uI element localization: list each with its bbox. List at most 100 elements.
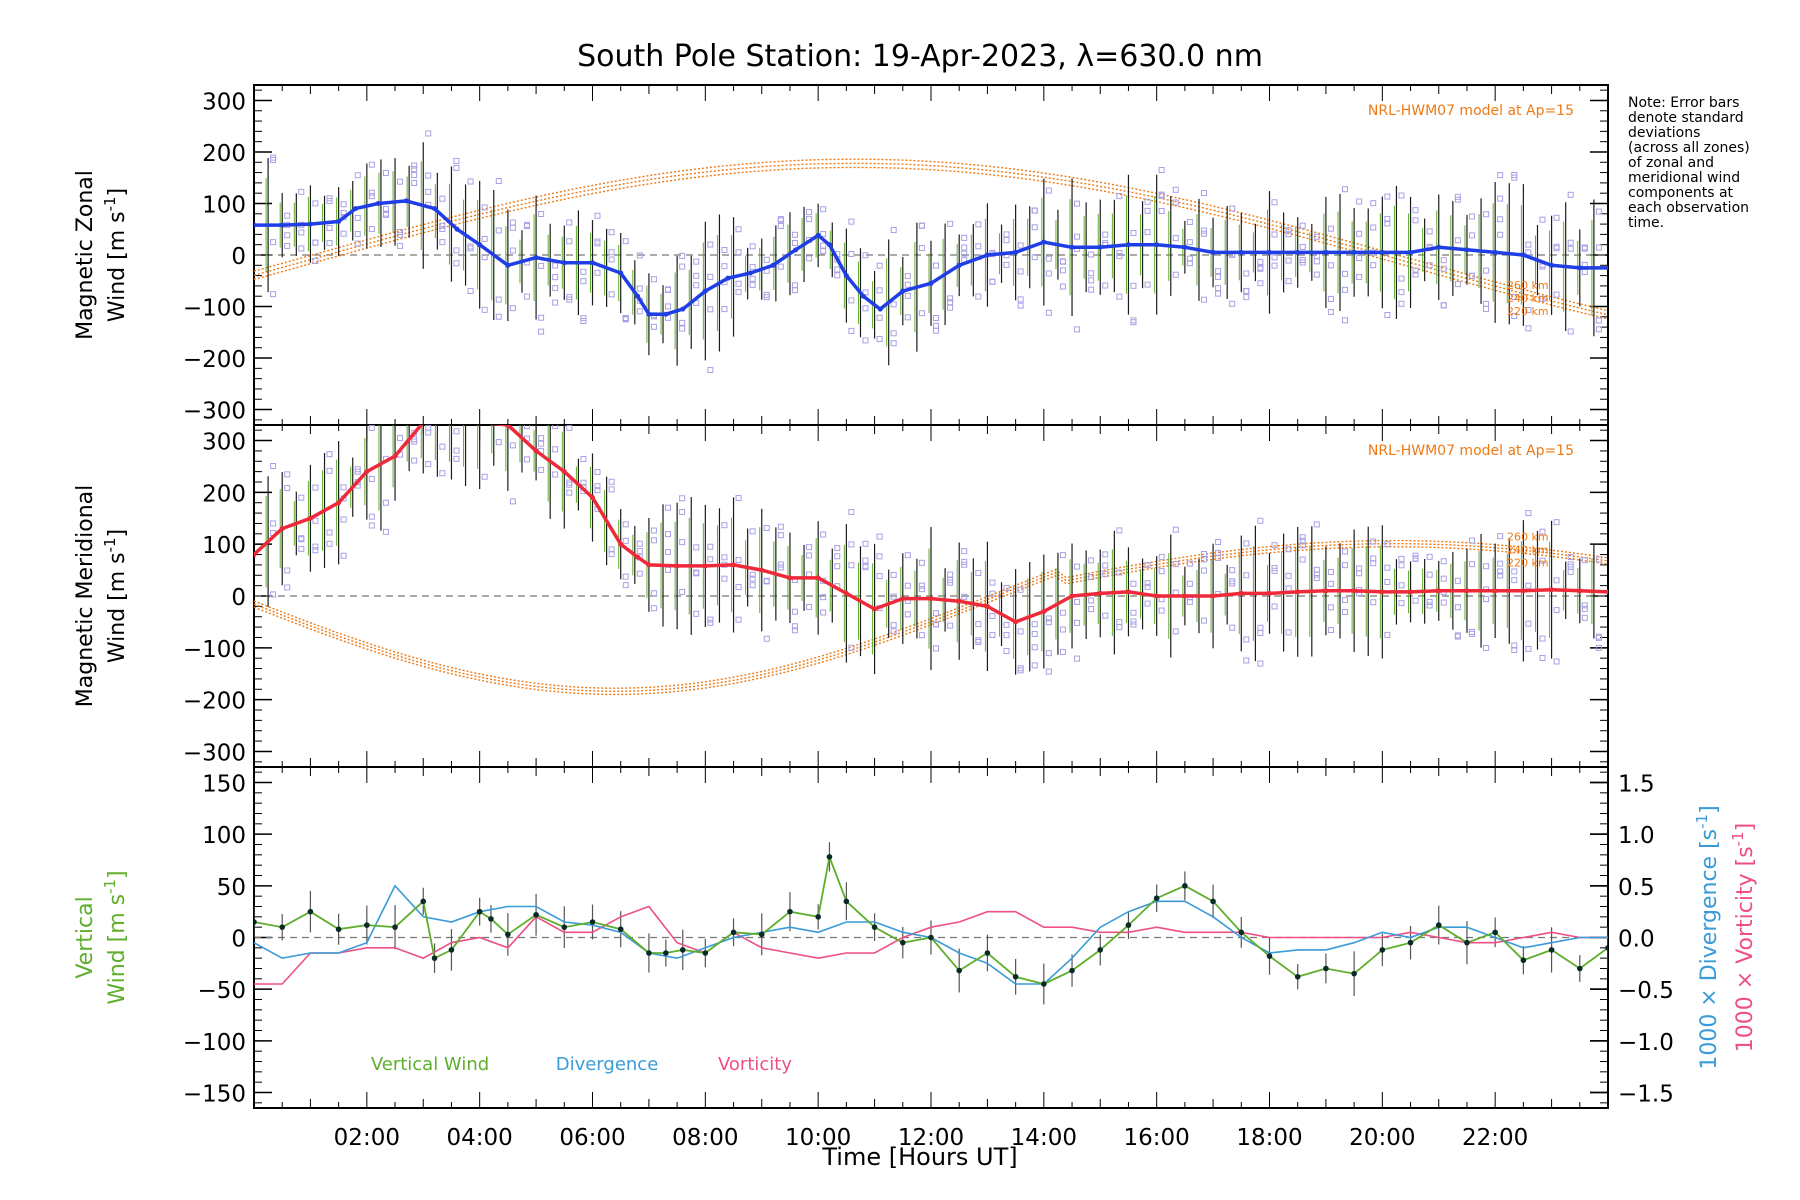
sample-marker [368, 193, 375, 200]
panel-axes: 150 100 50 0 −50 −100 −150 02:00 04:00 06:00 08:00… [183, 766, 1609, 1151]
sample-marker [1215, 539, 1222, 546]
sample-marker [904, 292, 911, 299]
y-axis-label-line1: Vertical [73, 896, 98, 978]
sample-marker [453, 428, 460, 435]
sample-marker [904, 273, 911, 280]
sample-marker [481, 473, 488, 480]
sample-marker [862, 305, 869, 312]
sample-marker [763, 635, 770, 642]
sample-marker [876, 533, 883, 540]
sample-marker [1074, 598, 1081, 605]
sample-marker [1342, 609, 1349, 616]
sample-marker [538, 466, 545, 473]
sample-marker [693, 610, 700, 617]
sample-marker [735, 280, 742, 287]
sample-marker [1581, 605, 1588, 612]
sample-marker [622, 537, 629, 544]
wind-data-point [618, 270, 624, 276]
sample-marker [665, 531, 672, 538]
wind-data-point [590, 260, 595, 266]
sample-marker [1116, 249, 1123, 256]
wind-data-point [1295, 249, 1301, 255]
sample-marker [1059, 626, 1066, 633]
sample-marker [947, 304, 954, 311]
legend: Vertical Wind Divergence Vorticity [371, 1054, 793, 1075]
sample-marker [538, 435, 545, 442]
sample-marker [777, 222, 784, 229]
sample-marker [326, 451, 333, 458]
sample-marker [1144, 580, 1151, 587]
x-tick-label: 10:00 [785, 1125, 851, 1151]
sample-marker [876, 262, 883, 269]
sample-marker [368, 226, 375, 233]
sample-marker [298, 545, 305, 552]
sample-marker [1553, 243, 1560, 250]
sample-marker [1370, 200, 1377, 207]
sample-marker [1017, 296, 1024, 303]
sample-marker [1285, 227, 1292, 234]
sample-marker [538, 440, 545, 447]
sample-marker [1299, 556, 1306, 563]
vertical-wind-point [702, 950, 709, 956]
sample-marker [975, 637, 982, 644]
sample-marker [270, 591, 277, 598]
sample-marker [411, 436, 418, 443]
sample-marker [1257, 258, 1264, 265]
sample-marker [918, 245, 925, 252]
x-axis-label: Time [Hours UT] [821, 1143, 1017, 1171]
sample-marker [1511, 312, 1518, 319]
wind-data-point [702, 563, 708, 569]
sample-marker [636, 540, 643, 547]
sample-marker [1426, 598, 1433, 605]
sample-marker [622, 316, 629, 323]
wind-data-point [1154, 593, 1160, 599]
vertical-wind-point [1238, 929, 1245, 936]
sample-marker [1144, 583, 1151, 590]
sample-marker [523, 456, 530, 463]
wind-data-point [646, 562, 652, 568]
sample-marker [580, 479, 587, 486]
sample-marker [439, 195, 446, 202]
vertical-wind-point [448, 947, 455, 953]
note-line: denote standard [1628, 110, 1744, 126]
sample-marker [1356, 565, 1363, 572]
sample-marker [735, 557, 742, 564]
sample-marker [382, 499, 389, 506]
sample-marker [270, 291, 277, 298]
sample-marker [1384, 193, 1391, 200]
wind-data-point [561, 260, 567, 266]
sample-marker [749, 243, 756, 250]
sample-marker [467, 287, 474, 294]
sample-marker [608, 291, 615, 298]
y-tick-label: 200 [202, 481, 246, 507]
sample-marker [1370, 262, 1377, 269]
sample-marker [890, 593, 897, 600]
sample-marker [721, 247, 728, 254]
legend-item: Divergence [556, 1054, 659, 1075]
sample-marker [1144, 229, 1151, 236]
sample-marker [1468, 561, 1475, 568]
sample-marker [298, 188, 305, 195]
sample-marker [862, 557, 869, 564]
wind-data-point [392, 453, 398, 459]
sample-marker [1356, 230, 1363, 237]
wind-data-point [1323, 588, 1329, 594]
sample-marker [763, 291, 770, 298]
wind-data-point [1408, 589, 1414, 595]
sample-marker [749, 275, 756, 282]
sample-marker [961, 593, 968, 600]
sample-marker [538, 210, 545, 217]
sample-marker [1229, 624, 1236, 631]
sample-marker [1370, 599, 1377, 606]
sample-marker [862, 540, 869, 547]
wind-data-point [787, 575, 793, 581]
sample-marker [791, 627, 798, 634]
sample-marker [1299, 243, 1306, 250]
sample-marker [975, 570, 982, 577]
sample-marker [1398, 275, 1405, 282]
sample-marker [679, 319, 686, 326]
sample-marker [509, 305, 516, 312]
sample-marker [1313, 566, 1320, 573]
sample-marker [1116, 624, 1123, 631]
sample-marker [1257, 517, 1264, 524]
